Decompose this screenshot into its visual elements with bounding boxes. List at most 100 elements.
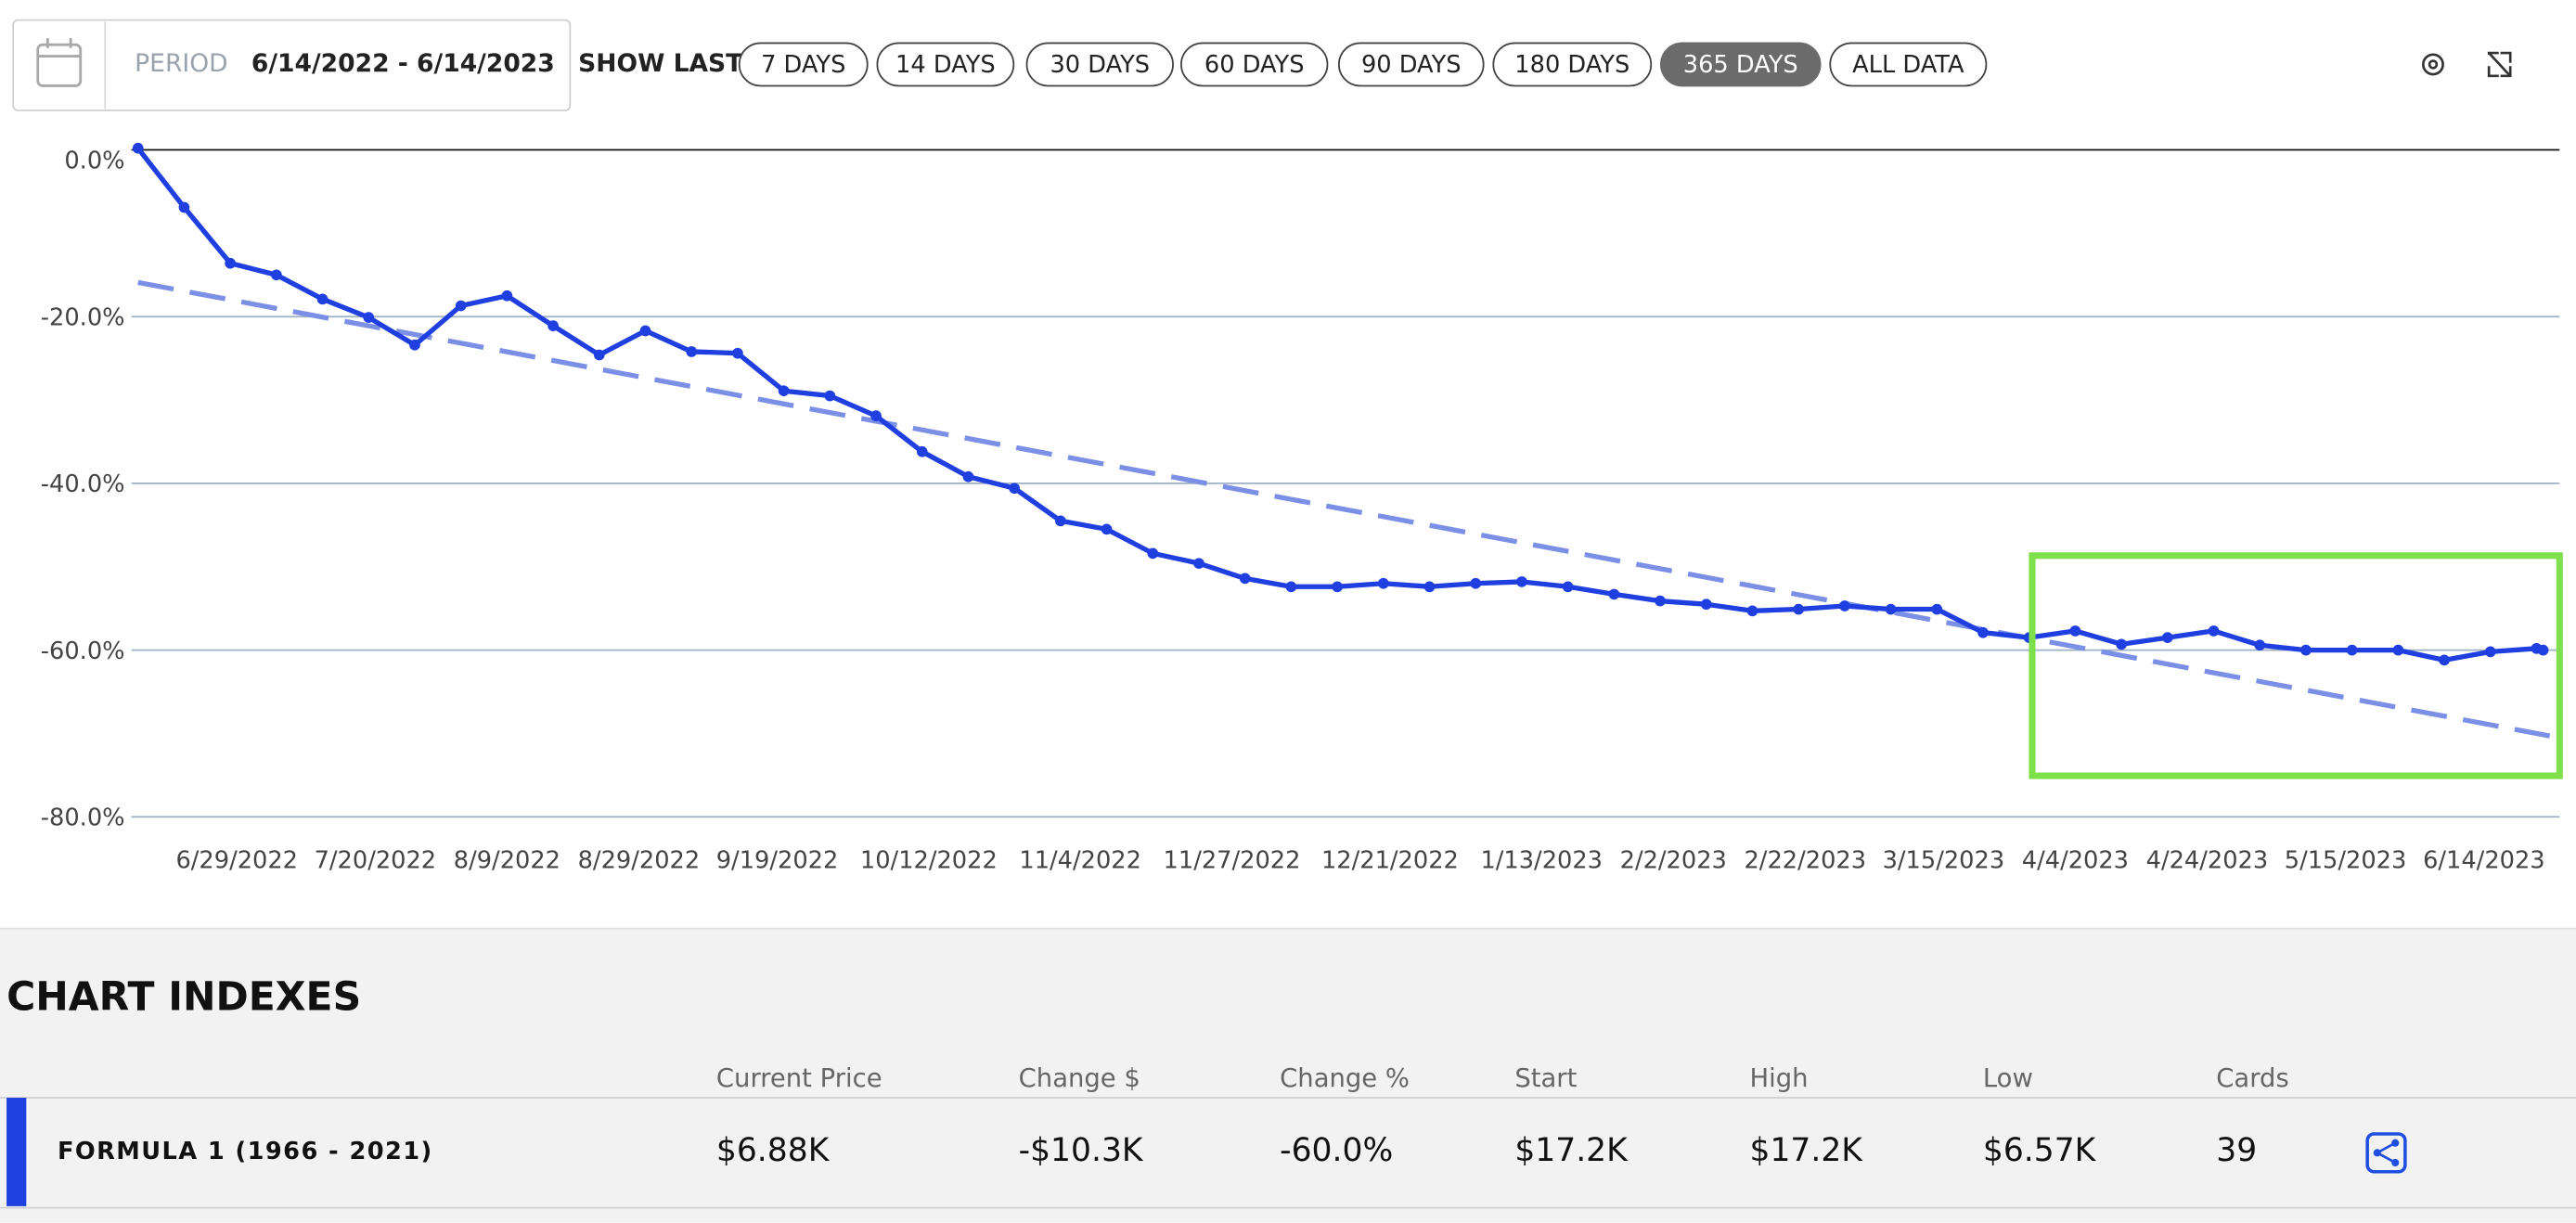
- point: [2116, 638, 2127, 650]
- x-tick-label: 12/21/2022: [1321, 847, 1459, 875]
- point: [2069, 625, 2081, 637]
- series-line: [135, 147, 2544, 663]
- point: [1423, 581, 1436, 593]
- column-header: Cards: [2216, 1064, 2288, 1093]
- range-button-bg[interactable]: [1659, 42, 1822, 87]
- column-header: Change %: [1280, 1064, 1410, 1093]
- range-button[interactable]: 90 DAYS: [1337, 42, 1485, 87]
- x-tick-label: 1/13/2023: [1480, 847, 1603, 875]
- point: [2208, 625, 2220, 637]
- point: [1608, 588, 1620, 600]
- y-tick-label: -20.0%: [41, 303, 125, 331]
- point: [916, 445, 928, 457]
- x-tick-label: 4/24/2023: [2146, 847, 2269, 875]
- range-button-label[interactable]: 60 DAYS: [1204, 51, 1305, 79]
- range-button-bg[interactable]: [1492, 42, 1653, 87]
- x-tick-label: 5/15/2023: [2285, 847, 2407, 875]
- point: [2346, 644, 2358, 656]
- range-button[interactable]: 60 DAYS: [1180, 42, 1329, 87]
- cell-value: $17.2K: [1749, 1132, 1863, 1169]
- range-button[interactable]: 365 DAYS: [1659, 42, 1822, 87]
- expand-icon[interactable]: [2487, 51, 2512, 78]
- chart-panel: [0, 0, 2576, 928]
- point: [2161, 632, 2173, 643]
- point: [1931, 603, 1943, 615]
- range-button[interactable]: 30 DAYS: [1025, 42, 1174, 87]
- range-buttons: 7 DAYS 14 DAYS 30 DAYS 60 DAYS 90 DAYS 180 DA…: [738, 42, 1988, 87]
- settings-icon[interactable]: [2422, 53, 2444, 76]
- point: [1332, 581, 1343, 593]
- point: [409, 339, 420, 351]
- point: [593, 349, 605, 361]
- point: [732, 347, 743, 359]
- row-color-bar: [6, 1098, 27, 1206]
- period-box[interactable]: [12, 19, 572, 111]
- point: [686, 346, 698, 357]
- range-button-label[interactable]: 7 DAYS: [761, 51, 845, 79]
- point: [547, 320, 559, 331]
- cell-value: -$10.3K: [1019, 1132, 1144, 1169]
- range-button[interactable]: 7 DAYS: [738, 42, 869, 87]
- point: [132, 142, 144, 154]
- x-tick-label: 3/15/2023: [1883, 847, 2005, 875]
- point: [1746, 605, 1758, 617]
- point: [1655, 595, 1666, 607]
- point: [455, 300, 467, 312]
- range-button-bg[interactable]: [738, 42, 869, 87]
- point: [1839, 600, 1850, 612]
- share-button[interactable]: [2365, 1132, 2407, 1174]
- range-button-label[interactable]: 90 DAYS: [1361, 51, 1462, 79]
- point: [2439, 654, 2450, 666]
- column-header: Low: [1983, 1064, 2033, 1093]
- point: [1977, 626, 1989, 638]
- point: [1700, 599, 1712, 611]
- range-button[interactable]: ALL DATA: [1829, 42, 1988, 87]
- range-button-bg[interactable]: [1337, 42, 1485, 87]
- x-tick-label: 11/4/2022: [1019, 847, 1141, 875]
- x-tick-label: 8/9/2022: [454, 847, 560, 875]
- point: [1885, 603, 1897, 615]
- point: [271, 269, 282, 281]
- indexes-panel: [0, 928, 2576, 1223]
- cell-value: $6.57K: [1983, 1132, 2097, 1169]
- column-header: High: [1749, 1064, 1808, 1093]
- x-tick-label: 10/12/2022: [860, 847, 998, 875]
- point: [1147, 547, 1159, 560]
- range-button-label[interactable]: ALL DATA: [1852, 51, 1964, 79]
- range-button-bg[interactable]: [876, 42, 1015, 87]
- point: [363, 312, 375, 323]
- point: [2300, 644, 2312, 656]
- range-button[interactable]: 14 DAYS: [876, 42, 1015, 87]
- cell-value: 39: [2216, 1132, 2257, 1169]
- point: [225, 257, 236, 269]
- y-tick-label: -40.0%: [41, 470, 125, 498]
- range-button-label[interactable]: 14 DAYS: [895, 51, 996, 79]
- point: [1562, 581, 1574, 593]
- column-header: Change $: [1019, 1064, 1140, 1093]
- x-tick-label: 7/20/2022: [315, 847, 437, 875]
- calendar-icon[interactable]: [36, 38, 83, 87]
- x-tick-label: 2/22/2023: [1744, 847, 1866, 875]
- range-button-label[interactable]: 180 DAYS: [1514, 51, 1629, 79]
- cell-value: $17.2K: [1514, 1132, 1629, 1169]
- point: [501, 290, 513, 302]
- range-button-bg[interactable]: [1829, 42, 1988, 87]
- range-button[interactable]: 180 DAYS: [1492, 42, 1653, 87]
- point: [1516, 576, 1527, 587]
- cell-value: -60.0%: [1280, 1132, 1393, 1169]
- range-button-bg[interactable]: [1180, 42, 1329, 87]
- point: [1009, 483, 1020, 495]
- range-button-label[interactable]: 365 DAYS: [1683, 51, 1798, 79]
- range-button-bg[interactable]: [1025, 42, 1174, 87]
- point: [1377, 577, 1389, 589]
- trend-line: [137, 279, 2551, 739]
- x-tick-label: 9/19/2022: [716, 847, 839, 875]
- point: [178, 201, 190, 213]
- x-tick-label: 2/2/2023: [1620, 847, 1727, 875]
- x-tick-label: 8/29/2022: [578, 847, 701, 875]
- x-tick-label: 6/14/2023: [2423, 847, 2545, 875]
- point: [778, 385, 790, 397]
- period-label: PERIOD: [135, 49, 227, 78]
- range-button-label[interactable]: 30 DAYS: [1050, 51, 1150, 79]
